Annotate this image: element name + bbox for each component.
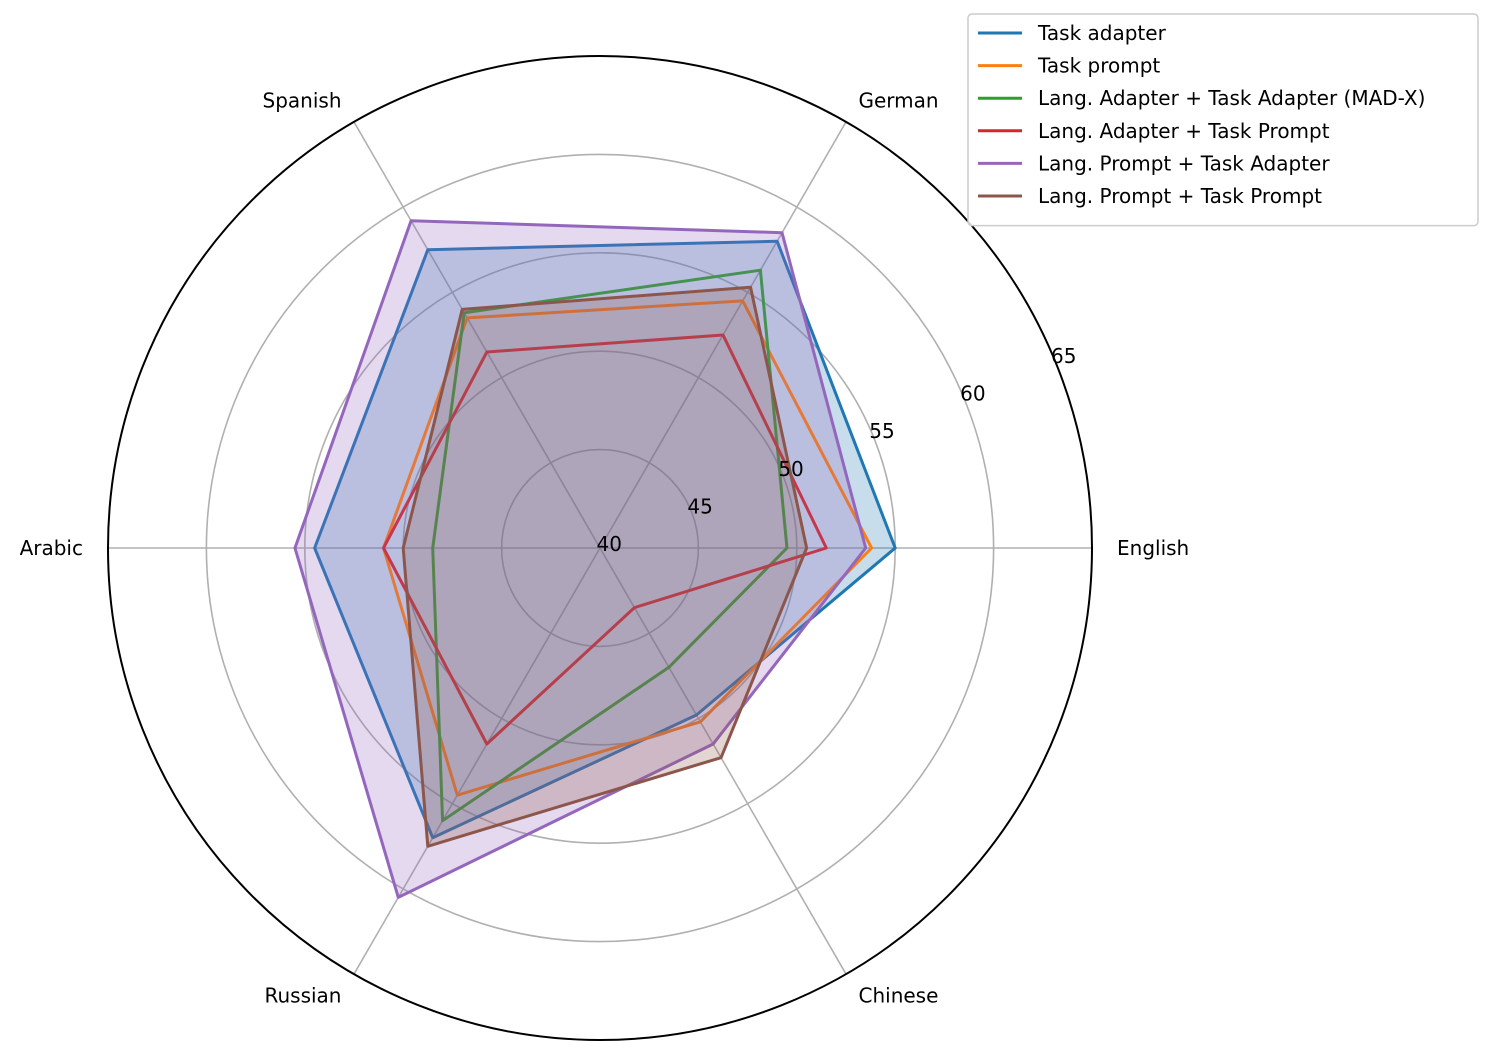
tick-label: 55 bbox=[869, 419, 894, 443]
legend-item: Lang. Prompt + Task Adapter bbox=[978, 151, 1330, 175]
series-2-line bbox=[431, 268, 789, 823]
legend-label: Lang. Prompt + Task Adapter bbox=[1038, 151, 1330, 175]
legend-label: Lang. Adapter + Task Adapter (MAD-X) bbox=[1038, 86, 1425, 110]
series-4 bbox=[293, 219, 868, 899]
tick-label: 40 bbox=[597, 532, 622, 556]
legend: Task adapter Task prompt Lang. Adapter + T… bbox=[967, 13, 1479, 227]
legend-item: Task adapter bbox=[978, 21, 1167, 45]
grid-spoke bbox=[599, 547, 847, 975]
series-2 bbox=[431, 268, 789, 823]
legend-label: Lang. Prompt + Task Prompt bbox=[1038, 184, 1322, 208]
legend-item: Lang. Adapter + Task Adapter (MAD-X) bbox=[978, 86, 1425, 110]
series-5 bbox=[401, 285, 809, 848]
legend-item: Lang. Adapter + Task Prompt bbox=[978, 119, 1330, 143]
series-5-line bbox=[401, 285, 809, 848]
legend-box bbox=[967, 13, 1479, 227]
tick-label: 60 bbox=[960, 382, 985, 406]
series-0-line bbox=[313, 239, 897, 840]
series-3 bbox=[382, 333, 828, 746]
legend-item: Lang. Prompt + Task Prompt bbox=[978, 184, 1322, 208]
grid-spoke bbox=[353, 121, 601, 549]
outer-ring bbox=[107, 55, 1093, 1041]
series-5-area bbox=[403, 287, 807, 847]
grid-spoke bbox=[353, 547, 601, 975]
axis-label-english: English bbox=[1117, 536, 1189, 560]
axis-label-german: German bbox=[859, 88, 939, 112]
tick-label: 50 bbox=[778, 457, 803, 481]
legend-item: Task prompt bbox=[978, 54, 1160, 78]
legend-label: Task adapter bbox=[1037, 21, 1167, 45]
radial-tick-labels: 40 45 50 55 60 65 bbox=[597, 344, 1077, 556]
legend-label: Task prompt bbox=[1037, 54, 1160, 78]
axis-label-russian: Russian bbox=[264, 984, 341, 1008]
legend-label: Lang. Adapter + Task Prompt bbox=[1038, 119, 1330, 143]
axis-label-arabic: Arabic bbox=[20, 536, 83, 560]
radar-series bbox=[293, 219, 897, 899]
axis-label-chinese: Chinese bbox=[859, 984, 939, 1008]
series-3-line bbox=[382, 333, 828, 746]
tick-label: 45 bbox=[687, 495, 712, 519]
radar-outer-ring bbox=[107, 55, 1093, 1041]
series-4-area bbox=[294, 220, 866, 898]
axis-label-spanish: Spanish bbox=[263, 88, 342, 112]
tick-label: 65 bbox=[1051, 344, 1076, 368]
series-4-line bbox=[293, 219, 868, 899]
axis-labels: English German Spanish Arabic Russian Chinese bbox=[20, 88, 1190, 1007]
